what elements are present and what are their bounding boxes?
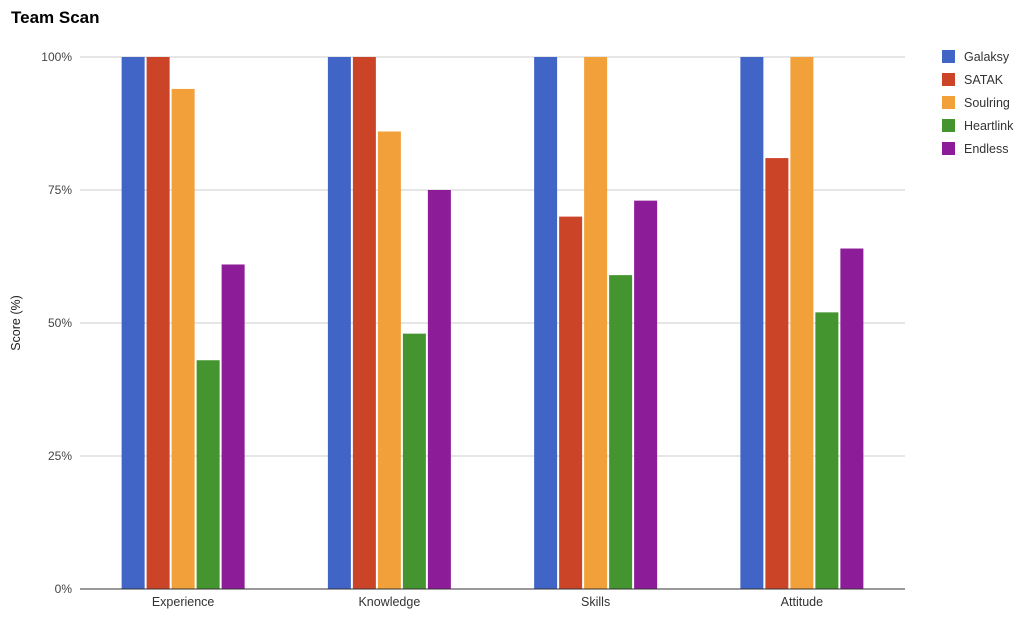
legend-swatch-satak [942,73,955,86]
bar-soulring-skills [584,57,608,589]
legend-label-endless[interactable]: Endless [964,142,1008,156]
bar-galaksy-experience [121,57,145,589]
bar-galaksy-attitude [740,57,764,589]
legend-swatch-galaksy [942,50,955,63]
bar-soulring-experience [171,88,195,590]
bar-heartlink-knowledge [402,333,426,589]
legend[interactable]: Galaksy SATAK Soulring Heartlink Endless [942,50,1014,156]
legend-swatch-endless [942,142,955,155]
x-tick-label: Knowledge [358,595,420,609]
bar-endless-attitude [840,248,864,589]
bar-satak-attitude [765,158,789,589]
y-tick-label: 25% [48,449,72,463]
bar-heartlink-attitude [815,312,839,589]
bar-heartlink-experience [196,360,220,589]
legend-swatch-heartlink [942,119,955,132]
bar-endless-knowledge [427,190,451,589]
legend-label-galaksy[interactable]: Galaksy [964,50,1010,64]
bar-satak-experience [146,57,170,589]
bar-endless-experience [221,264,245,589]
legend-label-satak[interactable]: SATAK [964,73,1004,87]
y-tick-label: 75% [48,183,72,197]
bar-soulring-attitude [790,57,814,589]
chart-title: Team Scan [11,8,100,27]
legend-label-heartlink[interactable]: Heartlink [964,119,1014,133]
y-tick-label: 0% [55,582,73,596]
x-tick-label: Skills [581,595,610,609]
bars [121,57,864,590]
bar-endless-skills [634,200,658,589]
bar-galaksy-knowledge [327,57,351,589]
x-tick-label: Attitude [781,595,823,609]
bar-galaksy-skills [534,57,558,589]
bar-satak-skills [559,216,583,589]
legend-swatch-soulring [942,96,955,109]
legend-label-soulring[interactable]: Soulring [964,96,1010,110]
y-axis-ticks: 0% 25% 50% 75% 100% [41,50,72,596]
x-tick-label: Experience [152,595,215,609]
y-axis-label: Score (%) [9,295,23,351]
bar-heartlink-skills [609,275,633,589]
bar-soulring-knowledge [377,131,401,590]
y-tick-label: 50% [48,316,72,330]
x-axis-ticks: Experience Knowledge Skills Attitude [152,595,823,609]
bar-satak-knowledge [352,57,376,589]
y-tick-label: 100% [41,50,72,64]
